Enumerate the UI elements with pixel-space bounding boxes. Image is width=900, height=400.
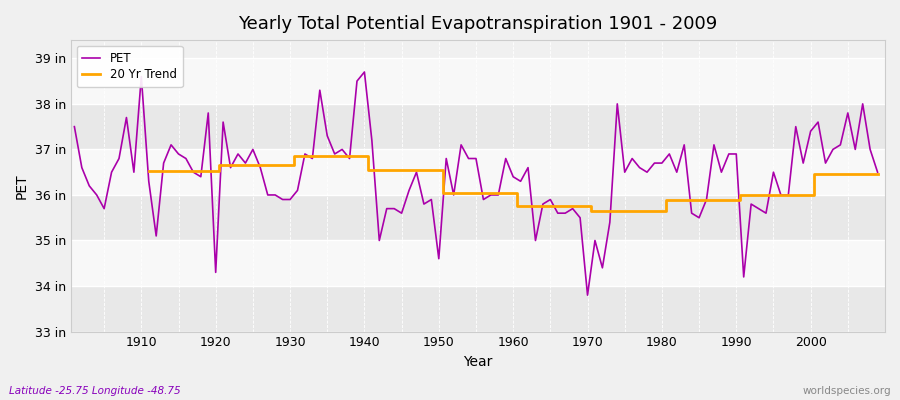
PET — [872, 170, 883, 174]
Bar — [71, 150, 885, 195]
20 Yr Trend — [537, 204, 548, 209]
Text: Latitude -25.75 Longitude -48.75: Latitude -25.75 Longitude -48.75 — [9, 386, 181, 396]
20 Yr Trend — [143, 169, 154, 174]
20 Yr Trend — [872, 172, 883, 177]
20 Yr Trend — [731, 197, 742, 202]
PET — [69, 124, 80, 129]
X-axis label: Year: Year — [464, 355, 492, 369]
Bar — [71, 195, 885, 240]
Bar — [71, 240, 885, 286]
Title: Yearly Total Potential Evapotranspiration 1901 - 2009: Yearly Total Potential Evapotranspiratio… — [238, 15, 717, 33]
Y-axis label: PET: PET — [15, 173, 29, 199]
PET — [359, 70, 370, 74]
PET — [508, 174, 518, 179]
Text: worldspecies.org: worldspecies.org — [803, 386, 891, 396]
Line: 20 Yr Trend: 20 Yr Trend — [148, 156, 878, 211]
Line: PET: PET — [75, 72, 878, 295]
20 Yr Trend — [374, 168, 384, 172]
20 Yr Trend — [515, 204, 526, 209]
PET — [129, 170, 140, 174]
Bar — [71, 286, 885, 332]
20 Yr Trend — [292, 154, 303, 159]
PET — [337, 147, 347, 152]
Legend: PET, 20 Yr Trend: PET, 20 Yr Trend — [76, 46, 183, 87]
20 Yr Trend — [344, 154, 355, 159]
PET — [292, 188, 303, 193]
Bar — [71, 58, 885, 104]
PET — [515, 179, 526, 184]
PET — [582, 293, 593, 298]
20 Yr Trend — [590, 208, 600, 213]
20 Yr Trend — [322, 154, 333, 159]
Bar — [71, 104, 885, 150]
PET — [612, 102, 623, 106]
